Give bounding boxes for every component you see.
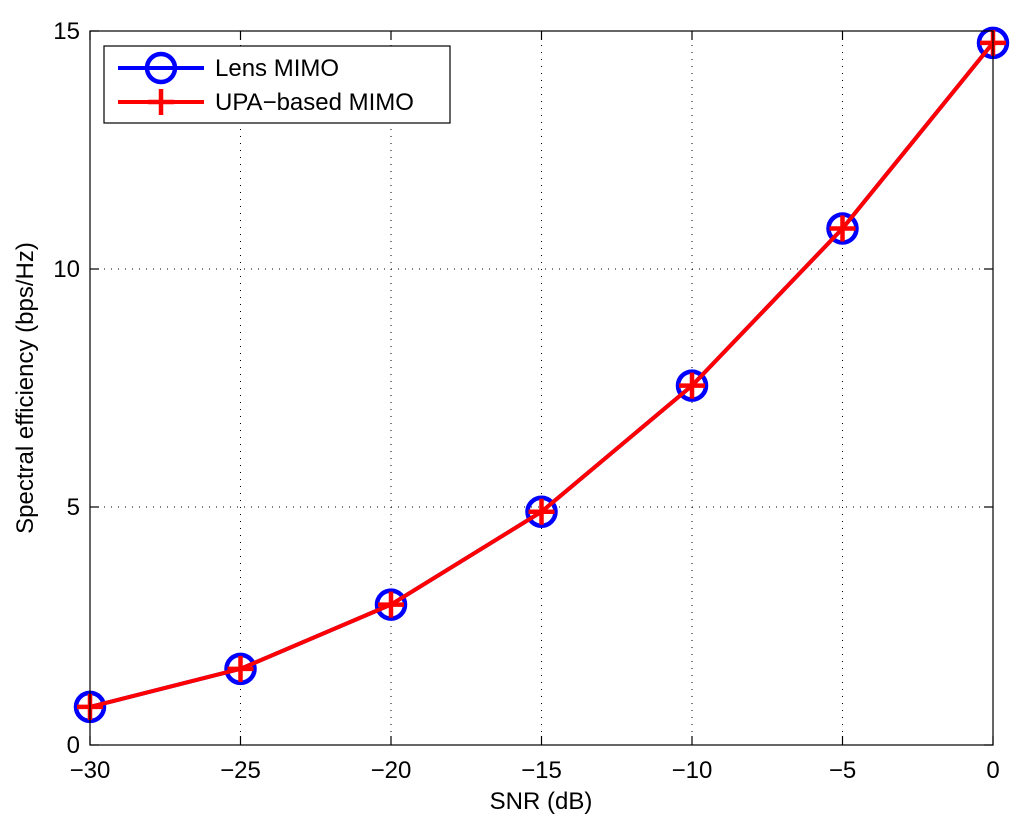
series-0-point-marker [525,495,558,529]
legend-item: UPA−based MIMO [118,89,414,116]
series-0-point-marker [374,588,408,621]
series-1-point-marker [528,498,555,525]
x-tick-label: −5 [829,757,856,784]
x-tick-label: −15 [521,757,562,784]
ticks: −30 −25 −20 −15 −10 −5 0 0 5 10 15 [53,18,999,784]
x-tick-label: −10 [672,757,713,784]
y-tick-label: 15 [53,18,80,45]
y-tick-label: 5 [67,494,80,521]
series-0-point-marker [826,212,859,245]
y-tick-label: 0 [67,732,80,759]
series-1-point-marker [378,591,404,618]
series-1-point-marker [829,215,856,242]
series-0-point-marker [675,369,709,402]
legend-swatch-marker [148,89,174,115]
legend-item: Lens MIMO [118,51,339,85]
legend-swatch-marker [144,51,178,85]
x-tick-label: −25 [220,757,261,784]
y-tick-label: 10 [53,256,80,283]
legend: Lens MIMO UPA−based MIMO [103,45,451,124]
y-axis-label: Spectral efficiency (bps/Hz) [12,242,39,534]
x-tick-label: 0 [986,757,999,784]
grid [90,31,993,745]
series-1-point-marker [679,372,705,399]
series-0-point-marker [224,652,257,686]
legend-label: Lens MIMO [215,55,339,82]
x-tick-label: −30 [70,757,111,784]
series-1-point-marker [227,655,254,682]
legend-label: UPA−based MIMO [215,89,414,116]
x-axis-label: SNR (dB) [490,788,593,815]
x-tick-label: −20 [371,757,412,784]
